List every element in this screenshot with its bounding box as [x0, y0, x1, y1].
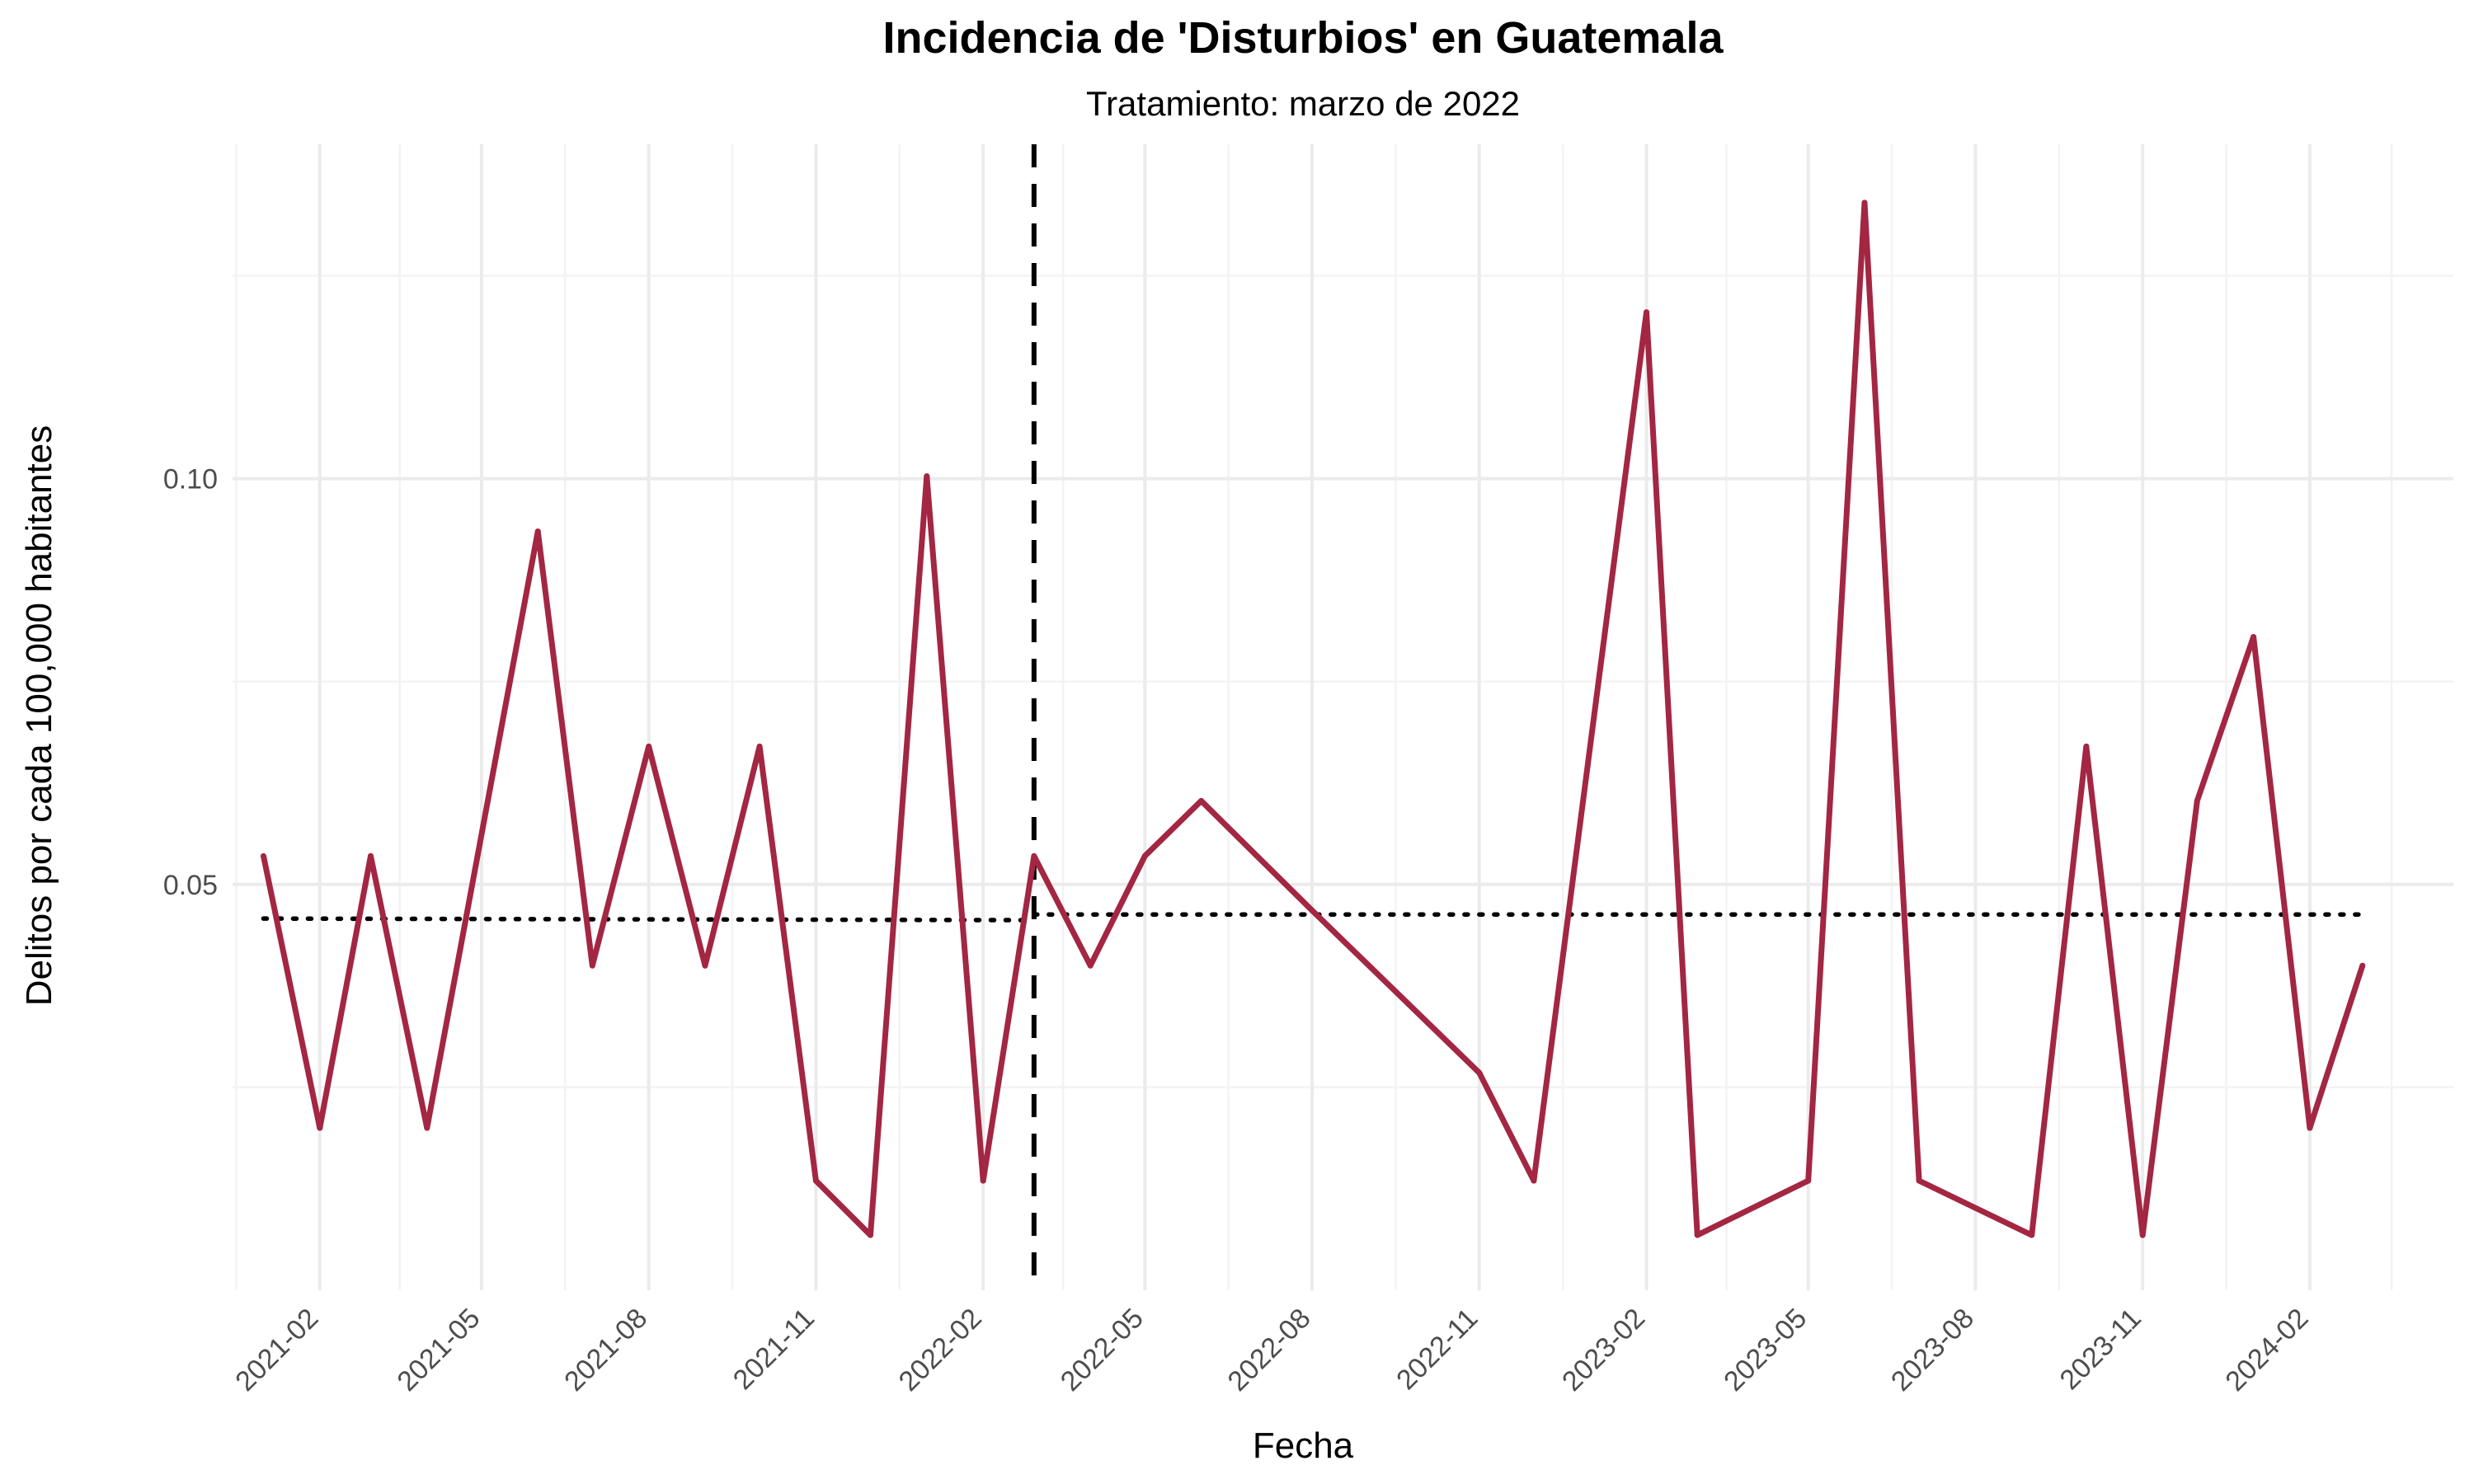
data-point — [1309, 907, 1315, 913]
data-point — [1644, 309, 1650, 316]
series-group — [260, 200, 2366, 1238]
data-point — [2083, 743, 2090, 749]
x-tick-label: 2021-08 — [558, 1303, 653, 1397]
data-point — [1198, 797, 1205, 804]
data-point — [1805, 1177, 1812, 1184]
data-point — [646, 743, 652, 749]
pre-treatment-mean-line — [261, 916, 1037, 923]
data-point — [424, 1125, 430, 1131]
data-point — [812, 1177, 819, 1184]
x-tick-label: 2023-08 — [1885, 1303, 1980, 1397]
x-tick-label: 2021-05 — [391, 1303, 486, 1397]
x-tick-label: 2022-11 — [1390, 1303, 1484, 1396]
data-point — [589, 962, 595, 969]
y-axis-label: Delitos por cada 100,000 habitantes — [19, 425, 59, 1007]
y-tick-label: 0.10 — [163, 464, 218, 495]
data-point — [2359, 962, 2366, 969]
data-point — [1476, 1069, 1483, 1076]
data-point — [1031, 852, 1037, 859]
x-tick-label: 2022-05 — [1055, 1303, 1150, 1397]
data-point — [2194, 797, 2200, 804]
y-axis-ticks: 0.05 0.10 — [163, 464, 218, 901]
data-point — [702, 962, 708, 969]
data-point — [868, 1232, 874, 1238]
data-point — [980, 1177, 986, 1184]
x-axis-ticks: 2021-02 2021-05 2021-08 2021-11 2022-02 2022-… — [229, 1303, 2314, 1397]
data-point — [2307, 1125, 2313, 1131]
x-tick-label: 2023-02 — [1556, 1303, 1651, 1397]
data-point — [1087, 962, 1094, 969]
reference-lines — [261, 144, 2365, 1290]
x-tick-label: 2024-02 — [2219, 1303, 2314, 1397]
y-tick-label: 0.05 — [163, 870, 218, 901]
x-axis-label: Fecha — [1253, 1425, 1354, 1466]
x-tick-label: 2023-05 — [1718, 1303, 1813, 1397]
data-point — [924, 473, 930, 480]
data-point — [1531, 1177, 1537, 1184]
data-point — [260, 852, 266, 859]
chart-title: Incidencia de 'Disturbios' en Guatemala — [883, 13, 1724, 63]
data-point — [2139, 1232, 2146, 1238]
minor-gridlines — [233, 144, 2453, 1290]
data-point — [367, 852, 374, 859]
x-tick-label: 2022-08 — [1222, 1303, 1317, 1397]
major-gridlines — [233, 144, 2453, 1290]
data-point — [756, 743, 763, 749]
x-tick-label: 2023-11 — [2053, 1303, 2147, 1396]
x-tick-label: 2022-02 — [893, 1303, 988, 1397]
data-point — [2029, 1232, 2035, 1238]
data-point — [1861, 200, 1868, 206]
data-point — [1694, 1232, 1700, 1238]
chart-subtitle: Tratamiento: marzo de 2022 — [1086, 84, 1520, 123]
data-point — [317, 1125, 323, 1131]
x-tick-label: 2021-02 — [229, 1303, 324, 1397]
data-point — [2251, 634, 2257, 641]
data-point — [534, 528, 541, 535]
data-point — [1141, 852, 1148, 859]
x-tick-label: 2021-11 — [727, 1303, 821, 1396]
data-point — [1916, 1177, 1922, 1184]
series-line — [261, 200, 2366, 1238]
